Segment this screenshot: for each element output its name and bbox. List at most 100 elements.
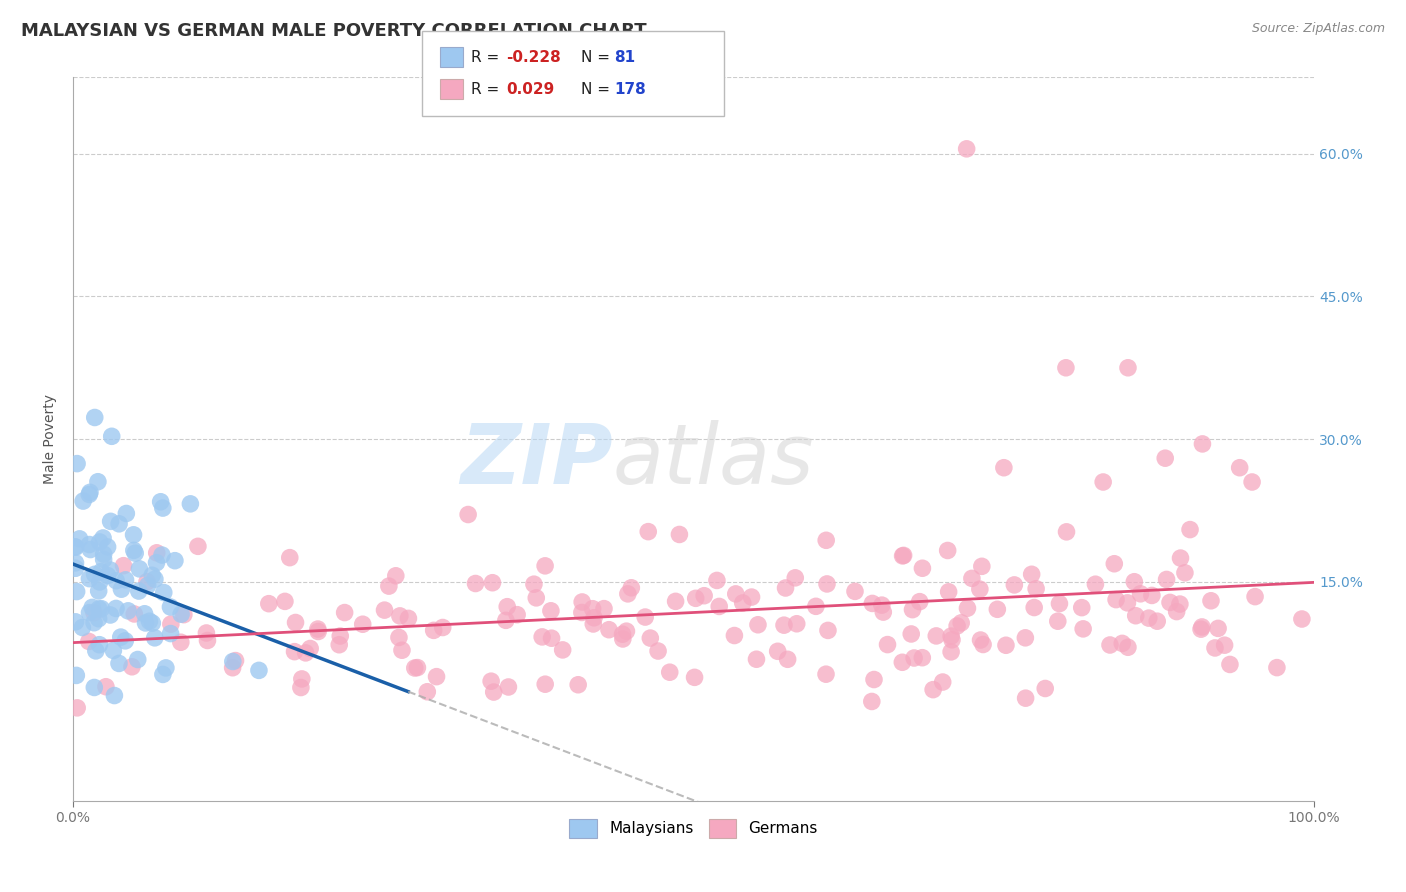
Point (1191, 437, 1213, 451)
Point (706, 574, 728, 588)
Point (141, 616, 163, 631)
Point (1204, 640, 1226, 655)
Point (284, 615, 307, 630)
Point (956, 601, 979, 615)
Point (307, 622, 329, 636)
Point (307, 624, 329, 639)
Point (524, 591, 547, 605)
Point (278, 550, 301, 565)
Point (1071, 622, 1094, 636)
Point (79, 542, 101, 557)
Point (534, 558, 557, 573)
Text: 81: 81 (614, 50, 636, 64)
Point (936, 543, 959, 558)
Point (903, 651, 925, 665)
Point (155, 661, 177, 675)
Point (87, 602, 110, 616)
Point (114, 573, 136, 587)
Point (941, 632, 963, 647)
Point (98, 607, 121, 622)
Point (773, 618, 796, 632)
Point (90, 565, 112, 579)
Point (745, 652, 768, 666)
Point (134, 607, 156, 621)
Point (969, 633, 991, 648)
Point (127, 652, 149, 666)
Point (786, 616, 808, 631)
Text: ZIP: ZIP (460, 420, 613, 501)
Point (121, 659, 143, 673)
Point (893, 549, 915, 563)
Point (922, 682, 945, 697)
Point (283, 645, 305, 659)
Point (956, 142, 979, 156)
Point (97, 568, 120, 582)
Point (766, 644, 789, 658)
Point (1229, 460, 1251, 475)
Point (1111, 636, 1133, 650)
Y-axis label: Male Poverty: Male Poverty (44, 394, 58, 484)
Point (422, 624, 444, 638)
Point (91, 531, 114, 545)
Point (89, 638, 111, 652)
Point (65, 540, 87, 554)
Point (110, 582, 132, 597)
Point (617, 587, 640, 601)
Point (352, 617, 374, 632)
Point (1049, 597, 1071, 611)
Point (329, 629, 352, 643)
Point (1159, 595, 1181, 609)
Point (432, 620, 454, 634)
Point (634, 610, 657, 624)
Point (1092, 475, 1115, 489)
Point (65, 556, 87, 570)
Point (1241, 475, 1264, 489)
Point (860, 694, 883, 708)
Point (495, 613, 517, 627)
Point (724, 587, 747, 601)
Point (457, 508, 479, 522)
Point (65, 615, 87, 629)
Point (950, 615, 973, 630)
Point (908, 594, 931, 608)
Point (1021, 567, 1043, 582)
Point (152, 667, 174, 681)
Point (388, 608, 411, 623)
Text: Source: ZipAtlas.com: Source: ZipAtlas.com (1251, 22, 1385, 36)
Point (128, 562, 150, 576)
Point (616, 624, 638, 639)
Point (221, 661, 243, 675)
Point (1265, 660, 1288, 674)
Point (1156, 573, 1178, 587)
Point (108, 657, 131, 671)
Point (103, 689, 125, 703)
Point (83, 567, 105, 582)
Point (785, 571, 807, 585)
Point (136, 574, 159, 589)
Point (391, 643, 413, 657)
Point (1244, 590, 1267, 604)
Point (582, 611, 605, 625)
Point (872, 605, 894, 619)
Point (482, 685, 505, 699)
Point (1174, 566, 1197, 580)
Point (197, 633, 219, 648)
Point (333, 606, 356, 620)
Point (1084, 577, 1107, 591)
Point (969, 582, 991, 597)
Point (647, 644, 669, 658)
Point (815, 577, 838, 591)
Point (925, 629, 948, 643)
Point (82, 600, 104, 615)
Text: R =: R = (471, 50, 499, 64)
Point (1046, 614, 1069, 628)
Point (110, 630, 132, 644)
Point (1070, 600, 1092, 615)
Point (79, 485, 101, 500)
Point (83, 681, 105, 695)
Point (406, 660, 429, 674)
Point (640, 631, 662, 645)
Legend: Malaysians, Germans: Malaysians, Germans (564, 813, 824, 844)
Point (1189, 622, 1212, 636)
Point (567, 678, 589, 692)
